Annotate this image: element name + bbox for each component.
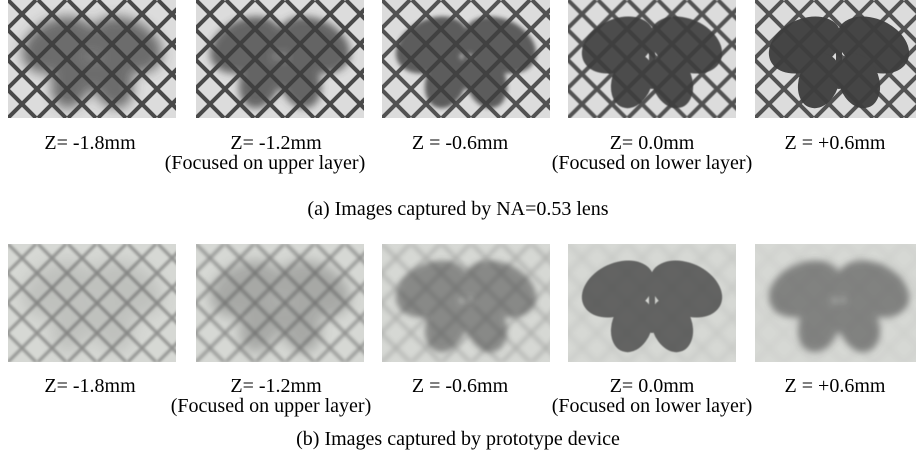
image-label: Z = +0.6mm [785, 375, 886, 397]
image-note: (Focused on lower layer) [552, 152, 753, 174]
image-note: (Focused on upper layer) [171, 395, 372, 417]
image-label: Z = -0.6mm [412, 375, 508, 397]
image-label: Z= -1.8mm [44, 132, 135, 154]
image-label: Z= -1.8mm [44, 375, 135, 397]
image-label: Z = -0.6mm [412, 132, 508, 154]
image-label: Z= 0.0mm [610, 132, 695, 154]
image-note: (Focused on lower layer) [552, 395, 753, 417]
image-label: Z= -1.2mm [230, 375, 321, 397]
panel-caption: (a) Images captured by NA=0.53 lens [307, 198, 608, 220]
figure: Z= -1.8mmZ= -1.2mm(Focused on upper laye… [0, 0, 916, 462]
panel-caption: (b) Images captured by prototype device [296, 428, 620, 450]
image-label: Z = +0.6mm [785, 132, 886, 154]
image-label: Z= 0.0mm [610, 375, 695, 397]
image-note: (Focused on upper layer) [165, 152, 366, 174]
image-label: Z= -1.2mm [230, 132, 321, 154]
